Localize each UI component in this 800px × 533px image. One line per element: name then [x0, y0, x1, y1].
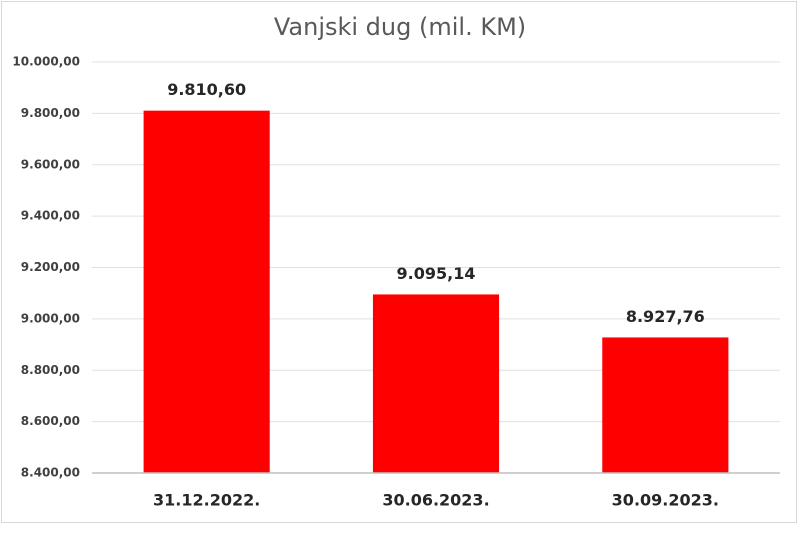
- x-tick-label: 30.09.2023.: [612, 491, 719, 510]
- data-label: 9.095,14: [397, 264, 476, 283]
- bar: [602, 337, 729, 473]
- y-tick-label: 9.600,00: [21, 157, 80, 171]
- bar: [143, 110, 270, 473]
- y-tick-label: 9.800,00: [21, 106, 80, 120]
- y-tick-label: 8.800,00: [21, 363, 80, 377]
- data-label: 8.927,76: [626, 307, 705, 326]
- data-label: 9.810,60: [167, 80, 246, 99]
- bar: [372, 294, 500, 473]
- y-tick-label: 9.400,00: [21, 209, 80, 223]
- y-tick-label: 9.200,00: [21, 260, 80, 274]
- y-tick-label: 9.000,00: [21, 311, 80, 325]
- y-tick-label: 8.400,00: [21, 466, 80, 480]
- y-tick-label: 8.600,00: [21, 414, 80, 428]
- y-tick-label: 10.000,00: [12, 55, 80, 69]
- x-tick-label: 31.12.2022.: [153, 491, 260, 510]
- chart-title: Vanjski dug (mil. KM): [274, 13, 526, 41]
- x-tick-label: 30.06.2023.: [382, 491, 489, 510]
